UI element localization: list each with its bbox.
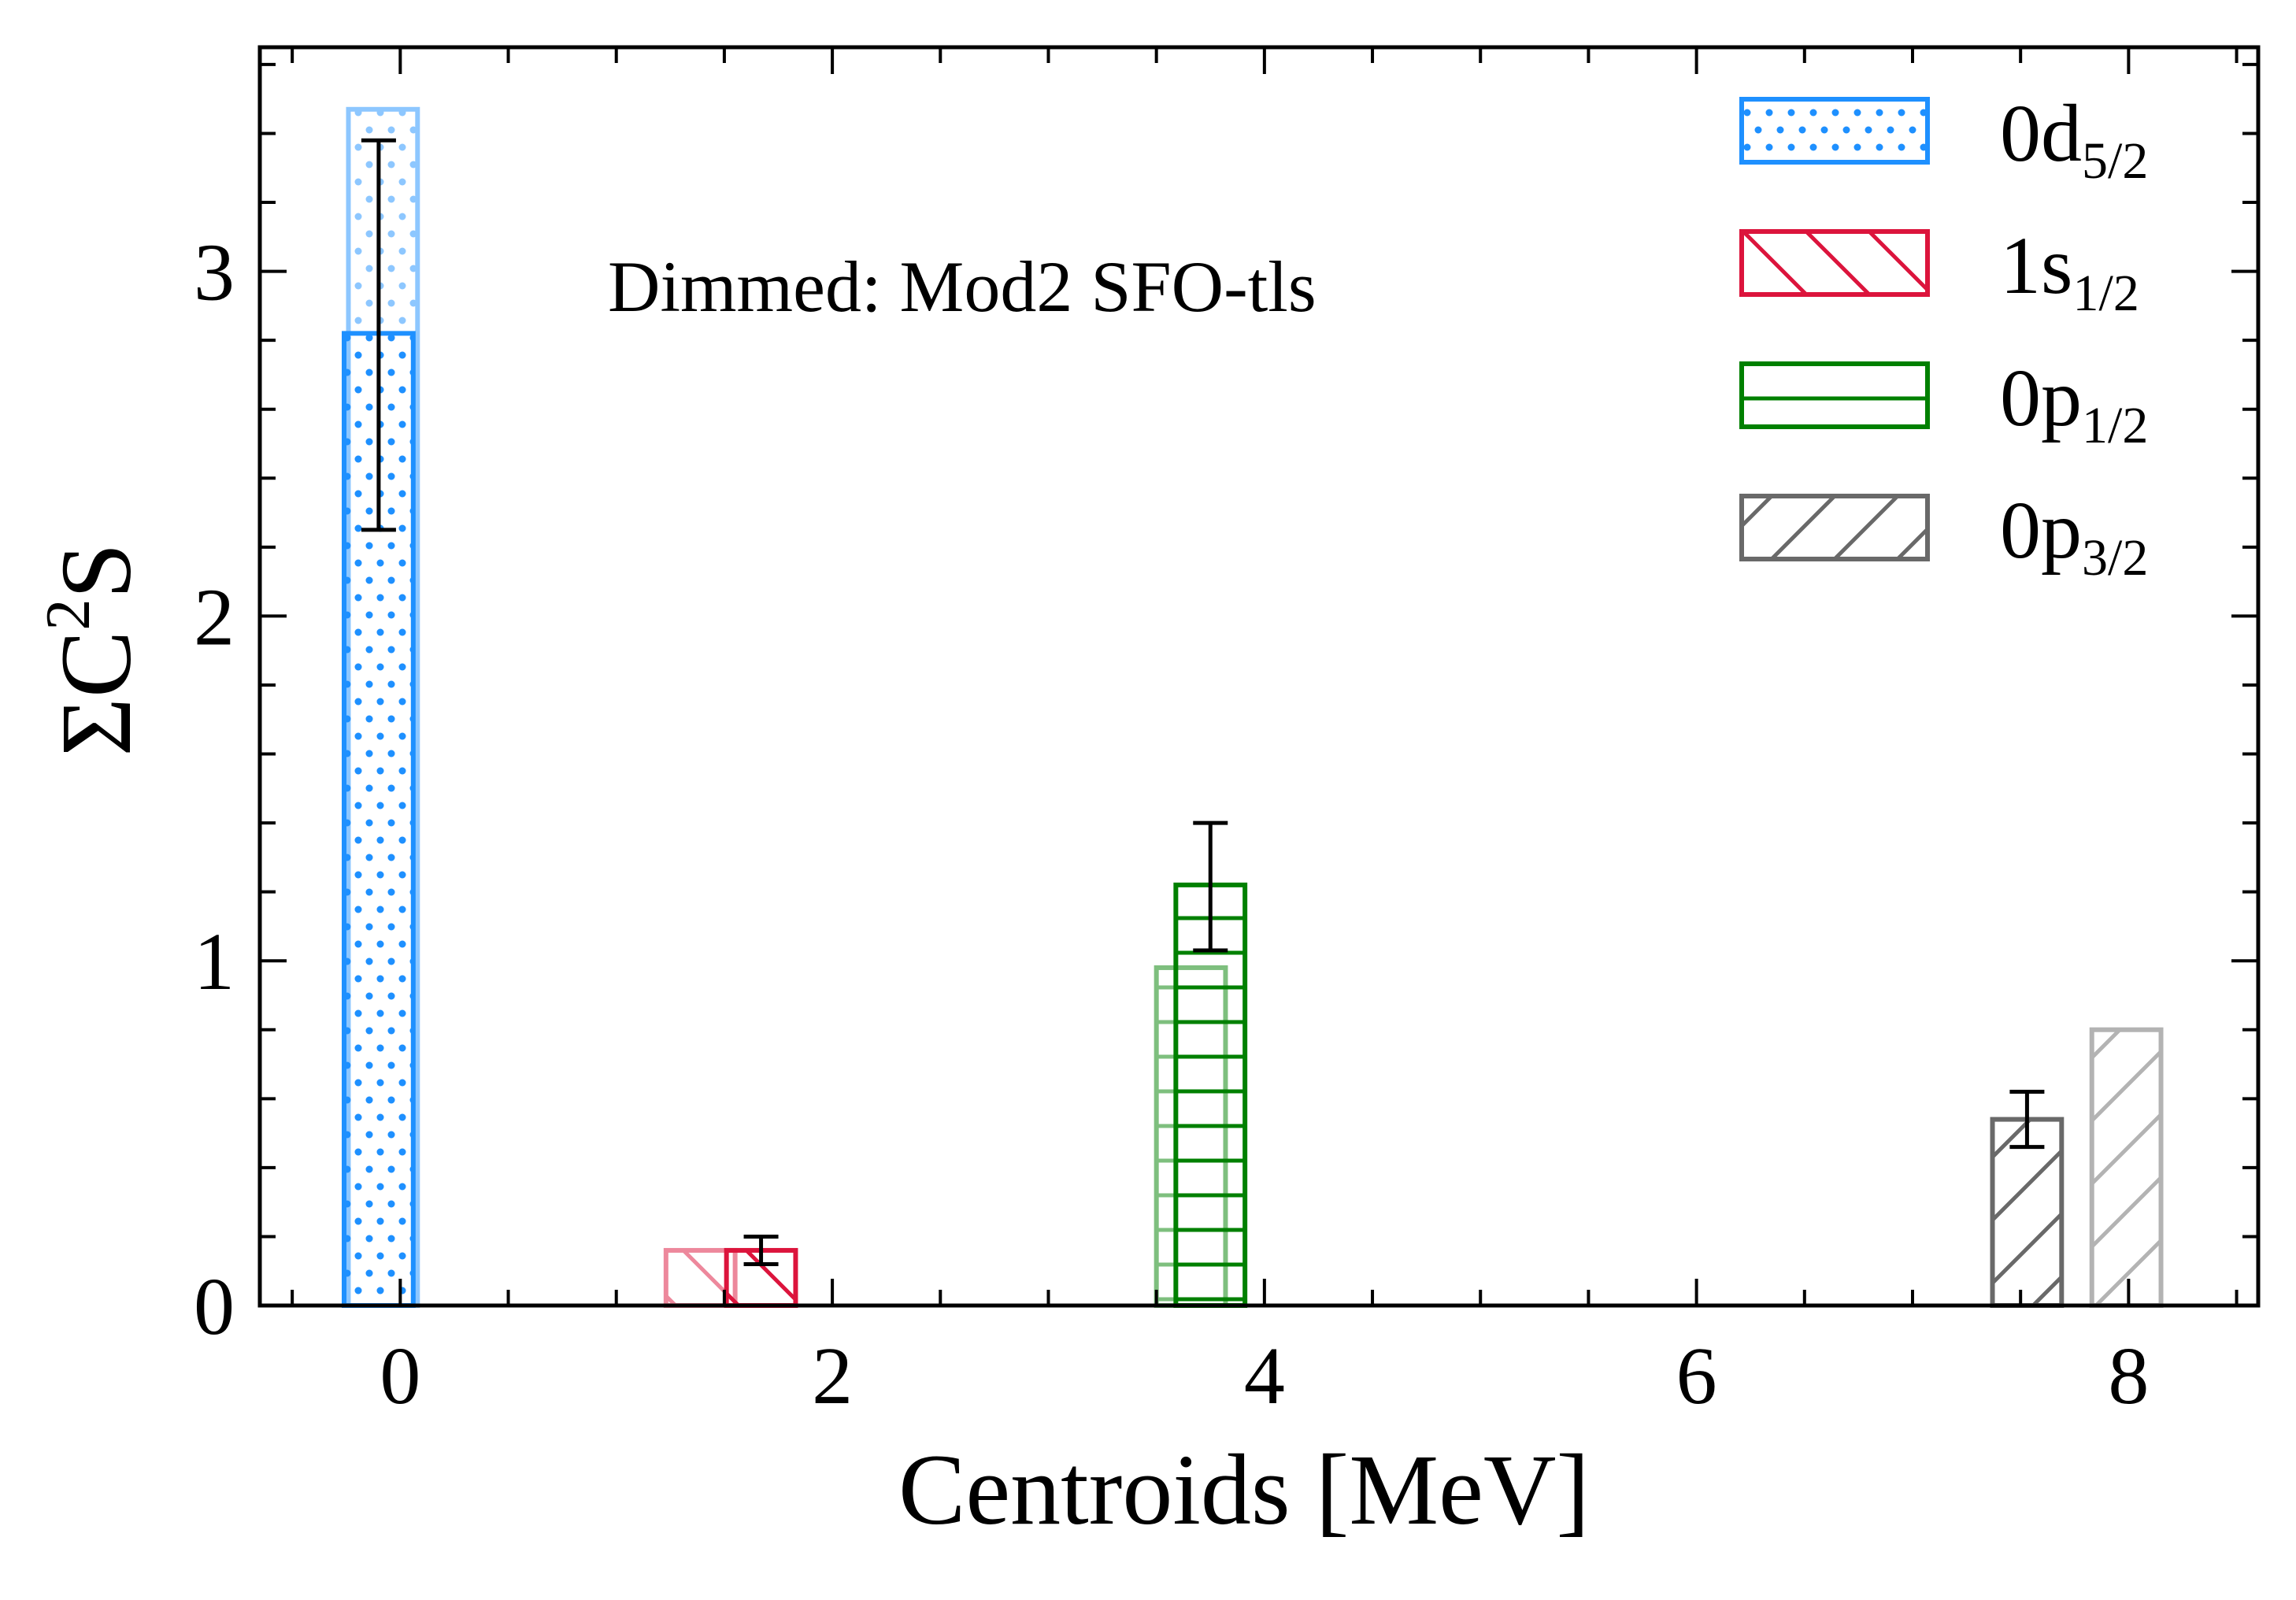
legend-label-base: 0d bbox=[2000, 88, 2082, 179]
error-bar bbox=[1193, 820, 1228, 953]
legend-label: 0p1/2 bbox=[2000, 353, 2148, 454]
legend-swatch-hatch bbox=[1742, 99, 1928, 162]
legend-label-base: 0p bbox=[2000, 353, 2082, 443]
legend-label-subscript: 5/2 bbox=[2082, 132, 2148, 190]
legend-item: 0p1/2 bbox=[1739, 353, 2148, 454]
plot-frame bbox=[257, 45, 2261, 1308]
x-tick-label: 4 bbox=[1244, 1331, 1285, 1421]
error-bar bbox=[743, 1234, 779, 1266]
legend-label-subscript: 3/2 bbox=[2082, 529, 2148, 587]
y-axis-label: ΣC2S bbox=[34, 543, 152, 756]
bar-hatch bbox=[1992, 1119, 2062, 1306]
legend-swatch bbox=[1739, 229, 1930, 297]
dimmed-bar-group bbox=[2089, 1027, 2164, 1308]
legend-swatch bbox=[1739, 361, 1930, 429]
legend-swatch-hatch bbox=[1742, 231, 1928, 294]
y-axis-label-superscript: 2 bbox=[34, 599, 103, 631]
y-tick-label: 0 bbox=[194, 1261, 235, 1352]
legend-label-subscript: 1/2 bbox=[2072, 265, 2139, 322]
legend-label-subscript: 1/2 bbox=[2082, 397, 2148, 454]
legend-item: 0p3/2 bbox=[1739, 485, 2148, 587]
y-axis-label-base: ΣC bbox=[40, 631, 152, 757]
legend-swatch-hatch bbox=[1742, 364, 1928, 427]
y-tick-label: 1 bbox=[194, 917, 235, 1007]
legend-label-base: 1s bbox=[2000, 220, 2072, 311]
error-bar bbox=[2009, 1090, 2045, 1150]
y-axis-label-group: ΣC2S bbox=[34, 543, 152, 756]
legend-swatch bbox=[1739, 494, 1930, 561]
x-tick-label: 8 bbox=[2108, 1331, 2149, 1421]
legend-label: 0d5/2 bbox=[2000, 88, 2148, 190]
y-axis-label-tail: S bbox=[40, 543, 152, 598]
x-tick-label: 0 bbox=[380, 1331, 420, 1421]
legend-label: 1s1/2 bbox=[2000, 220, 2139, 322]
x-tick-label: 6 bbox=[1676, 1331, 1717, 1421]
plot-area: 0 2 4 6 8 0 1 2 3 bbox=[194, 45, 2261, 1421]
legend-swatch-hatch bbox=[1742, 496, 1928, 559]
x-tick-label: 2 bbox=[812, 1331, 853, 1421]
legend-item: 1s1/2 bbox=[1739, 220, 2139, 322]
error-bar bbox=[361, 138, 396, 532]
annotation-text: Dimmed: Mod2 SFO-tls bbox=[608, 246, 1316, 327]
legend-label: 0p3/2 bbox=[2000, 485, 2148, 587]
y-tick-label: 2 bbox=[194, 572, 235, 662]
y-tick-label: 3 bbox=[194, 228, 235, 318]
dimmed-bar-hatch bbox=[2091, 1029, 2161, 1306]
legend-label-base: 0p bbox=[2000, 485, 2082, 576]
legend-item: 0d5/2 bbox=[1739, 88, 2148, 190]
bar-hatch bbox=[1176, 884, 1246, 1306]
legend-swatch bbox=[1739, 97, 1930, 165]
x-axis-label: Centroids [MeV] bbox=[898, 1434, 1590, 1546]
ticks bbox=[260, 47, 2258, 1307]
